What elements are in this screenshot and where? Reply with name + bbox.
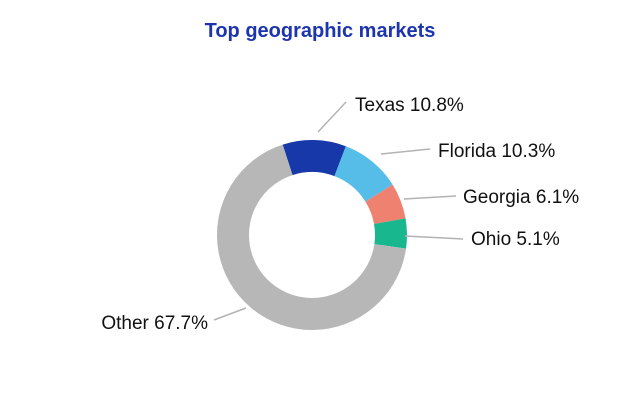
donut-slices <box>217 140 407 330</box>
label-texas: Texas 10.8% <box>355 95 464 116</box>
label-florida: Florida 10.3% <box>438 141 555 162</box>
slice-ohio <box>373 218 407 249</box>
label-other: Other 67.7% <box>101 313 208 334</box>
slice-labels: Texas 10.8% Florida 10.3% Georgia 6.1% O… <box>101 95 579 334</box>
label-ohio: Ohio 5.1% <box>471 229 560 250</box>
chart-title: Top geographic markets <box>205 20 436 42</box>
slice-florida <box>333 146 393 203</box>
leader-line-georgia <box>403 195 457 200</box>
leader-line-florida <box>380 148 431 155</box>
slice-other <box>217 144 407 330</box>
leader-lines <box>213 101 464 321</box>
leader-line-ohio <box>404 235 464 240</box>
leader-line-texas <box>317 101 347 133</box>
leader-line-other <box>213 307 247 321</box>
label-georgia: Georgia 6.1% <box>463 187 579 208</box>
slice-texas <box>282 140 346 177</box>
slice-georgia <box>365 184 406 225</box>
